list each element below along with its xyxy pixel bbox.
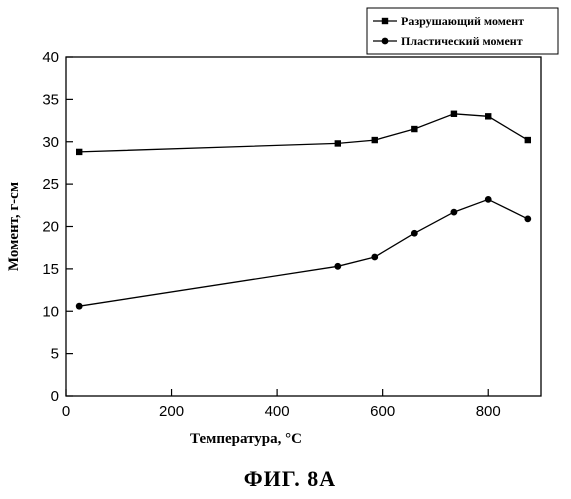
square-point <box>372 137 378 143</box>
circle-icon <box>382 38 389 45</box>
y-tick-label: 20 <box>42 219 59 236</box>
x-tick-label: 400 <box>265 403 290 420</box>
x-axis-title: Температура, °C <box>190 431 302 447</box>
y-tick-label: 35 <box>42 91 59 108</box>
circle-point <box>451 209 458 216</box>
x-axis: 0 200 400 600 800 <box>62 389 501 420</box>
x-tick-label: 200 <box>159 403 184 420</box>
square-point <box>76 149 82 155</box>
plot-frame <box>66 57 541 396</box>
circle-point <box>334 263 341 270</box>
series-layer <box>76 111 531 310</box>
figure-caption: ФИГ. 8А <box>244 466 336 491</box>
square-point <box>485 113 491 119</box>
y-tick-label: 25 <box>42 176 59 193</box>
series-2 <box>76 196 531 310</box>
legend-label: Разрушающий момент <box>401 14 524 28</box>
y-tick-label: 30 <box>42 134 59 151</box>
series-line <box>79 114 528 152</box>
y-axis-title: Момент, г-см <box>6 182 22 271</box>
y-tick-label: 0 <box>51 388 59 405</box>
x-tick-label: 0 <box>62 403 70 420</box>
legend: Разрушающий момент Пластический момент <box>367 8 558 54</box>
square-point <box>411 126 417 132</box>
y-axis: 0 5 10 15 20 25 30 35 40 <box>42 49 73 405</box>
square-point <box>335 140 341 146</box>
circle-point <box>524 215 531 222</box>
x-tick-label: 600 <box>370 403 395 420</box>
square-icon <box>382 18 388 24</box>
square-point <box>451 111 457 117</box>
plot-area <box>66 57 541 396</box>
y-tick-label: 40 <box>42 49 59 66</box>
circle-point <box>411 230 418 237</box>
series-1 <box>76 111 531 156</box>
circle-point <box>371 254 378 261</box>
circle-point <box>485 196 492 203</box>
y-tick-label: 10 <box>42 303 59 320</box>
y-tick-label: 15 <box>42 261 59 278</box>
circle-point <box>76 303 83 310</box>
series-line <box>79 199 528 306</box>
legend-label: Пластический момент <box>401 34 523 48</box>
x-tick-label: 800 <box>476 403 501 420</box>
square-point <box>525 137 531 143</box>
y-tick-label: 5 <box>51 346 59 363</box>
